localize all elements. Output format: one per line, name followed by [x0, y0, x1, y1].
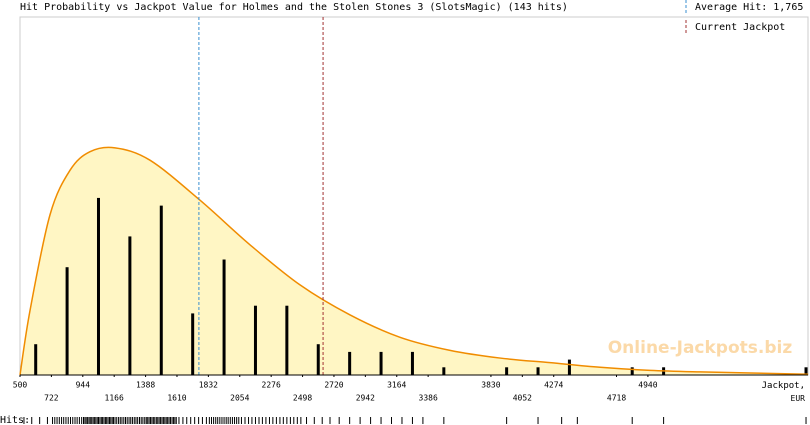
bar — [505, 367, 509, 375]
rug-label: Hits: — [0, 415, 30, 425]
density-curve — [19, 146, 809, 376]
bar — [348, 351, 352, 375]
x-tick-label: 4274 — [544, 381, 563, 390]
x-tick-label: 722 — [44, 394, 59, 403]
bar — [410, 351, 414, 375]
x-tick-label: 3164 — [387, 381, 406, 390]
density-area — [20, 147, 809, 375]
chart-title: Hit Probability vs Jackpot Value for Hol… — [20, 2, 568, 13]
x-tick-label: 2054 — [230, 394, 249, 403]
x-tick-label: 1388 — [136, 381, 155, 390]
bar — [285, 305, 289, 375]
x-tick-label: 2276 — [262, 381, 281, 390]
bar — [630, 367, 634, 375]
x-axis-label: Jackpot, EUR — [762, 381, 806, 403]
bar — [128, 236, 132, 375]
x-tick-label: 1610 — [167, 394, 186, 403]
bar — [191, 313, 195, 375]
bar — [96, 197, 100, 375]
x-tick-label: 944 — [76, 381, 91, 390]
legend-average: Average Hit: 1,765 — [695, 2, 803, 13]
bar — [222, 259, 226, 375]
bar — [804, 367, 808, 375]
bar — [253, 305, 257, 375]
x-tick-label: 1166 — [105, 394, 124, 403]
x-tick-label: 1832 — [199, 381, 218, 390]
x-tick-label: 500 — [13, 381, 28, 390]
x-tick-label: 4718 — [607, 394, 626, 403]
watermark: Online-Jackpots.biz — [608, 338, 793, 358]
bar — [159, 205, 163, 375]
bar — [567, 359, 571, 375]
bar — [379, 351, 383, 375]
bar — [536, 367, 540, 375]
x-tick-label: 2720 — [324, 381, 343, 390]
bar — [316, 344, 320, 375]
bar — [65, 267, 69, 375]
x-tick-label: 2942 — [356, 394, 375, 403]
x-tick-label: 2498 — [293, 394, 312, 403]
x-tick-label: 3386 — [419, 394, 438, 403]
x-tick-label: 4940 — [638, 381, 657, 390]
x-tick-label: 3830 — [481, 381, 500, 390]
x-tick-label: 4052 — [513, 394, 532, 403]
bar — [34, 344, 38, 375]
legend-current: Current Jackpot — [695, 22, 785, 33]
bar — [442, 367, 446, 375]
